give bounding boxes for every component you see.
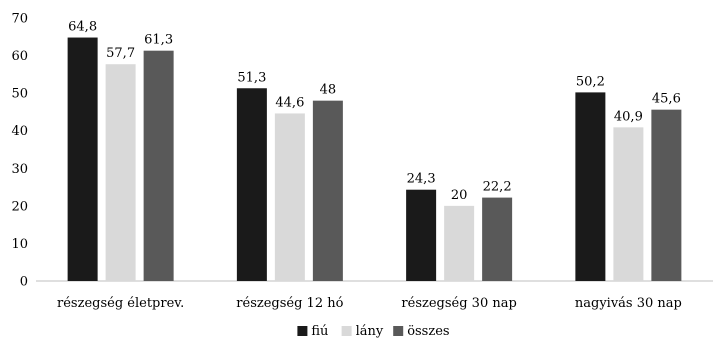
x-tick-label: részegség 12 hó	[236, 296, 343, 311]
data-label: 40,9	[614, 109, 643, 124]
bar-összes	[143, 50, 174, 282]
x-tick-label: részegség 30 nap	[401, 296, 516, 311]
data-label: 45,6	[652, 92, 681, 107]
data-label: 24,3	[407, 172, 436, 187]
data-label: 44,6	[275, 95, 304, 110]
legend-label: fiú	[311, 324, 328, 339]
data-label: 57,7	[106, 46, 135, 61]
y-tick-label: 40	[11, 124, 28, 139]
bar-fiú	[575, 92, 606, 282]
legend-swatch-fiú	[297, 326, 308, 336]
data-labels: 64,8 57,7 61,3 51,3 44,6 48 24,3 20 22,2 50,2 40,9…	[68, 20, 681, 203]
x-axis: részegség életprev. részegség 12 hó részeg…	[57, 296, 682, 311]
y-tick-label: 20	[11, 199, 28, 214]
y-tick-label: 0	[20, 275, 28, 290]
bar-fiú	[406, 189, 437, 281]
legend-swatch-lány	[341, 326, 352, 336]
x-tick-label: nagyivás 30 nap	[575, 296, 682, 311]
data-label: 61,3	[144, 33, 173, 48]
bar-fiú	[67, 37, 98, 282]
data-label: 22,2	[483, 180, 512, 195]
data-label: 20	[451, 188, 468, 203]
y-tick-label: 60	[11, 49, 28, 64]
y-tick-label: 10	[11, 237, 28, 252]
y-tick-label: 50	[11, 87, 28, 102]
bar-összes	[482, 197, 513, 281]
data-label: 51,3	[237, 70, 266, 85]
legend-swatch-összes	[393, 326, 404, 336]
legend-label: lány	[356, 324, 384, 339]
y-tick-label: 70	[11, 12, 28, 27]
data-label: 50,2	[576, 74, 605, 89]
bar-lány	[444, 205, 475, 281]
legend-label: összes	[407, 324, 449, 339]
bar-összes	[312, 100, 343, 282]
data-label: 48	[320, 83, 337, 98]
data-label: 64,8	[68, 20, 97, 35]
bar-lány	[105, 64, 136, 281]
bar-lány	[274, 113, 305, 281]
legend: fiú lány összes	[297, 324, 450, 339]
y-tick-label: 30	[11, 162, 28, 177]
bars	[67, 37, 682, 282]
x-tick-label: részegség életprev.	[57, 296, 184, 311]
bar-összes	[651, 109, 682, 281]
bar-lány	[613, 127, 644, 281]
bar-fiú	[236, 88, 267, 281]
